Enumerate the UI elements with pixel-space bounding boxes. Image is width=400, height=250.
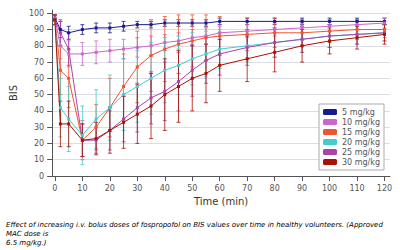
svg-text:Effect of increasing i.v. bolu: Effect of increasing i.v. bolus doses of… [6,221,385,229]
svg-text:20 mg/kg: 20 mg/kg [342,138,380,147]
svg-text:10 mg/kg: 10 mg/kg [342,118,380,127]
svg-text:5 mg/kg: 5 mg/kg [342,108,375,117]
svg-text:0: 0 [39,172,44,181]
svg-text:15 mg/kg: 15 mg/kg [342,128,380,137]
svg-text:100: 100 [29,9,44,18]
svg-text:10: 10 [34,155,44,164]
svg-text:40: 40 [160,184,170,193]
svg-text:20: 20 [105,184,115,193]
svg-text:MAC dose is: MAC dose is [6,230,49,238]
svg-text:70: 70 [242,184,252,193]
svg-text:6.5 mg/kg.): 6.5 mg/kg.) [6,239,47,247]
svg-text:25 mg/kg: 25 mg/kg [342,148,380,157]
svg-text:60: 60 [34,74,44,83]
svg-text:20: 20 [34,139,44,148]
svg-text:110: 110 [349,184,364,193]
svg-text:70: 70 [34,58,44,67]
svg-text:80: 80 [34,41,44,50]
svg-text:50: 50 [187,184,197,193]
svg-text:120: 120 [377,184,392,193]
svg-text:30: 30 [34,123,44,132]
svg-text:40: 40 [34,106,44,115]
svg-text:30: 30 [132,184,142,193]
svg-text:BIS: BIS [8,85,19,101]
svg-text:Time (min): Time (min) [193,196,248,207]
svg-text:90: 90 [34,25,44,34]
svg-text:80: 80 [270,184,280,193]
svg-text:50: 50 [34,90,44,99]
svg-text:60: 60 [215,184,225,193]
svg-text:10: 10 [77,184,87,193]
svg-text:0: 0 [52,184,57,193]
svg-text:30 mg/kg: 30 mg/kg [342,158,380,167]
svg-text:90: 90 [297,184,307,193]
svg-text:100: 100 [322,184,337,193]
